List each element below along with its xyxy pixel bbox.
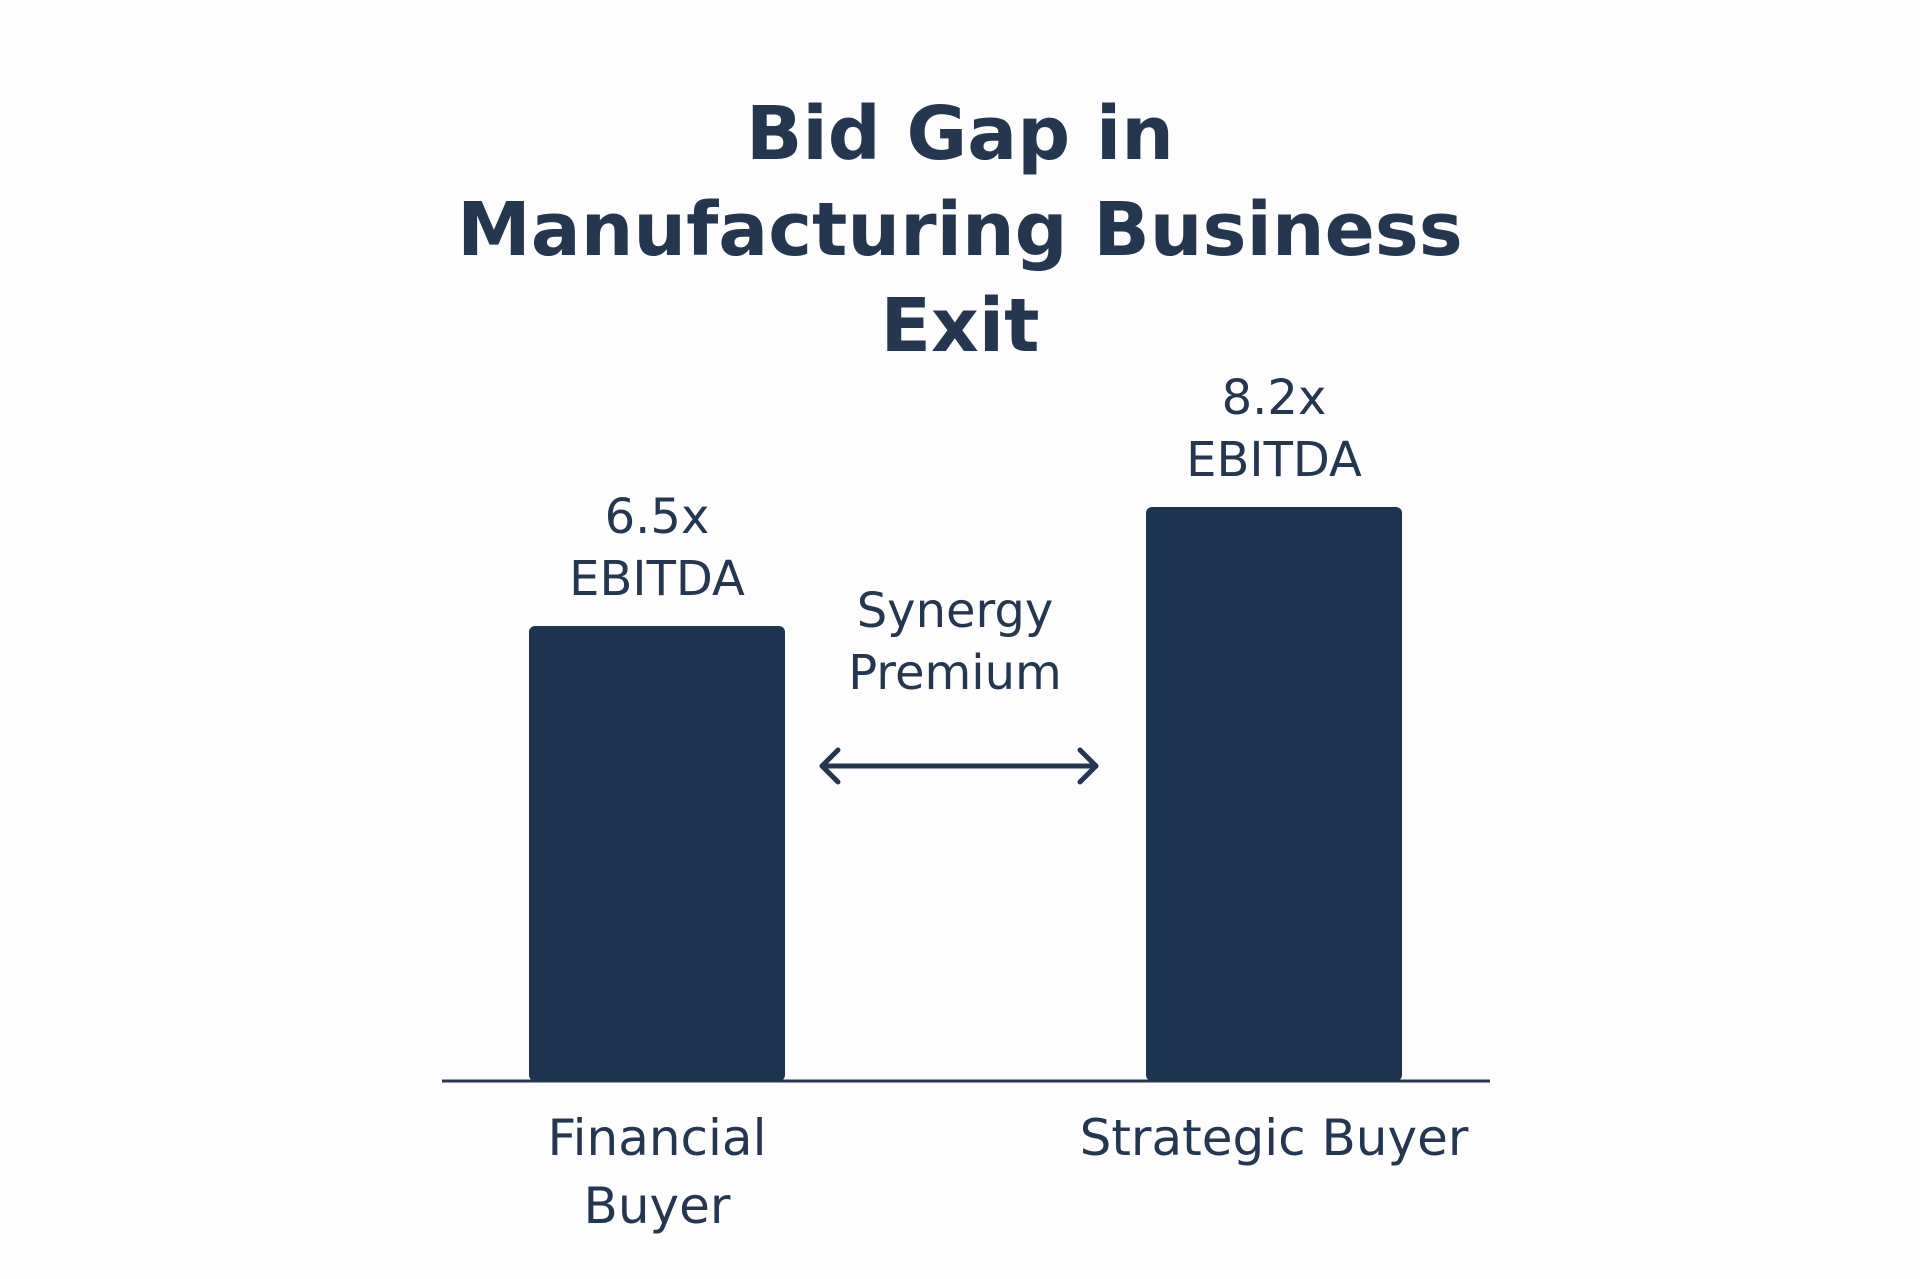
bar bbox=[529, 626, 785, 1081]
chart-title: Bid Gap in Manufacturing Business Exit bbox=[457, 91, 1463, 370]
value-label: 6.5x EBITDA bbox=[569, 489, 745, 608]
value-label: 8.2x EBITDA bbox=[1186, 370, 1362, 489]
x-tick-label: Strategic Buyer bbox=[1079, 1109, 1469, 1167]
bar bbox=[1146, 507, 1402, 1081]
annotation: Synergy Premium bbox=[848, 583, 1062, 702]
double-arrow bbox=[819, 747, 1099, 785]
x-tick-label: Financial Buyer bbox=[547, 1109, 767, 1235]
